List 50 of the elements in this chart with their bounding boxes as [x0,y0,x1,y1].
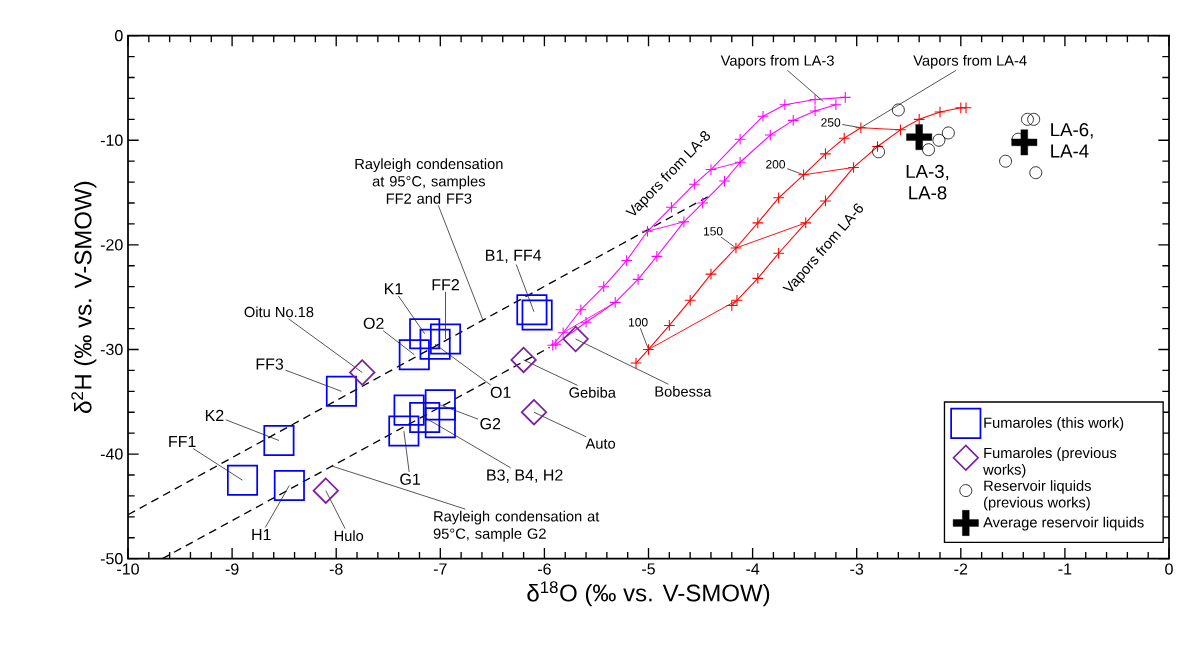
annotation: Vapors from LA-3 [720,55,834,69]
x-tick-label: -1 [1058,563,1072,575]
x-tick-label: -4 [746,563,760,575]
annotation: LA-6, LA-4 [1051,123,1093,158]
y-tick-label: -10 [100,134,123,147]
legend-label: Reservoir liquids (previous works) [984,480,1091,511]
x-tick-label: -6 [538,563,551,575]
x-tick-label: -2 [954,563,968,575]
legend-label: Fumaroles (this work) [984,417,1124,431]
x-tick-label: 0 [1165,563,1173,575]
annotation: FF3 [256,358,284,370]
y-tick-label: -20 [100,239,123,251]
x-tick-label: -3 [850,563,864,575]
y-tick-label: -30 [100,343,123,356]
annotation: FF2 [432,279,459,291]
annotation: 150 [703,227,723,236]
annotation: Rayleigh condensation at 95°C, samples FF2 and FF3 [355,158,503,204]
x-tick-label: -8 [329,563,343,575]
annotation: 100 [629,318,648,327]
x-tick-label: -5 [642,563,655,575]
y-tick-label: -40 [100,448,123,460]
annotation: Gebiba [569,387,616,398]
y-tick-label: -50 [100,553,123,565]
annotation: Vapors from LA-4 [913,55,1027,69]
annotation: 250 [821,118,841,127]
legend-label: Fumaroles (previous works) [983,447,1117,478]
x-tick-label: -7 [433,563,447,575]
x-axis-title: δ$^{18}$O (‰ vs. V-SMOW) [527,581,770,607]
annotation: K1 [384,283,403,295]
annotation: K2 [205,409,224,422]
annotation: G1 [400,473,421,485]
annotation: O1 [490,386,511,399]
annotation: Oitu No.18 [244,306,314,318]
x-tick-label: -9 [225,563,239,575]
annotation: FF1 [169,436,196,448]
annotation: O2 [363,317,384,330]
annotation: LA-3, LA-8 [906,164,949,200]
annotation: Hulo [334,530,364,542]
x-tick-label: -10 [117,563,139,575]
y-tick-label: 0 [115,30,123,42]
legend-label: Average reservoir liquids [983,516,1144,531]
annotation: Rayleigh condensation at 95°C, sample G2 [433,510,600,542]
annotation: Auto [585,438,616,449]
annotation: G2 [480,418,501,430]
y-axis-title: δ$^{2}$H (‰ vs. V-SMOW) [71,182,97,414]
annotation: 200 [766,160,786,169]
annotation: B3, B4, H2 [487,469,563,483]
annotation: Bobessa [655,386,712,397]
annotation: B1, FF4 [486,250,542,264]
annotation: H1 [252,529,271,541]
